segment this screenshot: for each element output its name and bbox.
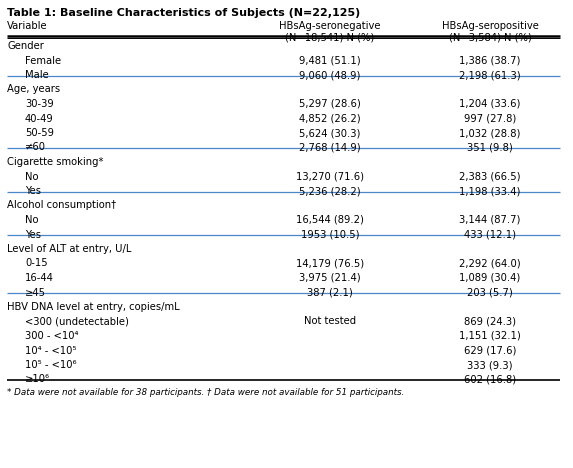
Text: 203 (5.7): 203 (5.7) xyxy=(467,287,513,298)
Text: 602 (16.8): 602 (16.8) xyxy=(464,374,516,385)
Text: 300 - <10⁴: 300 - <10⁴ xyxy=(25,331,79,341)
Text: 40-49: 40-49 xyxy=(25,114,54,124)
Text: HBsAg-seropositive: HBsAg-seropositive xyxy=(442,21,539,31)
Text: Yes: Yes xyxy=(25,186,41,196)
Text: 9,481 (51.1): 9,481 (51.1) xyxy=(299,56,361,66)
Text: 10⁴ - <10⁵: 10⁴ - <10⁵ xyxy=(25,345,77,356)
Text: HBV DNA level at entry, copies/mL: HBV DNA level at entry, copies/mL xyxy=(7,302,179,312)
Text: No: No xyxy=(25,171,38,182)
Text: 5,297 (28.6): 5,297 (28.6) xyxy=(299,99,361,109)
Text: 869 (24.3): 869 (24.3) xyxy=(464,316,516,327)
Text: 10⁵ - <10⁶: 10⁵ - <10⁶ xyxy=(25,360,77,370)
Text: Male: Male xyxy=(25,70,49,80)
Text: 433 (12.1): 433 (12.1) xyxy=(464,229,516,240)
Text: (N=18,541) N (%): (N=18,541) N (%) xyxy=(285,32,375,42)
Text: Variable: Variable xyxy=(7,21,48,31)
Text: 0-15: 0-15 xyxy=(25,258,48,269)
Text: 50-59: 50-59 xyxy=(25,128,54,138)
Text: 5,624 (30.3): 5,624 (30.3) xyxy=(299,128,360,138)
Text: 1,151 (32.1): 1,151 (32.1) xyxy=(459,331,521,341)
Text: 2,198 (61.3): 2,198 (61.3) xyxy=(459,70,521,80)
Text: HBsAg-seronegative: HBsAg-seronegative xyxy=(279,21,380,31)
Text: ≥10⁶: ≥10⁶ xyxy=(25,374,50,385)
Text: 1,032 (28.8): 1,032 (28.8) xyxy=(460,128,521,138)
Text: 3,144 (87.7): 3,144 (87.7) xyxy=(460,215,521,225)
Text: 14,179 (76.5): 14,179 (76.5) xyxy=(296,258,364,269)
Text: Female: Female xyxy=(25,56,61,66)
Text: 5,236 (28.2): 5,236 (28.2) xyxy=(299,186,361,196)
Text: 387 (2.1): 387 (2.1) xyxy=(307,287,353,298)
Text: 1,089 (30.4): 1,089 (30.4) xyxy=(460,273,521,283)
Text: Level of ALT at entry, U/L: Level of ALT at entry, U/L xyxy=(7,244,131,254)
Text: ≥45: ≥45 xyxy=(25,287,46,298)
Text: 997 (27.8): 997 (27.8) xyxy=(464,114,516,124)
Text: Alcohol consumption†: Alcohol consumption† xyxy=(7,200,116,211)
Text: Not tested: Not tested xyxy=(304,316,356,327)
Text: 1953 (10.5): 1953 (10.5) xyxy=(301,229,359,240)
Text: Gender: Gender xyxy=(7,41,44,51)
Text: 1,198 (33.4): 1,198 (33.4) xyxy=(460,186,521,196)
Text: No: No xyxy=(25,215,38,225)
Text: Cigarette smoking*: Cigarette smoking* xyxy=(7,157,104,167)
Text: 1,386 (38.7): 1,386 (38.7) xyxy=(460,56,521,66)
Text: ≠60: ≠60 xyxy=(25,142,46,153)
Text: 13,270 (71.6): 13,270 (71.6) xyxy=(296,171,364,182)
Text: 4,852 (26.2): 4,852 (26.2) xyxy=(299,114,361,124)
Text: Age, years: Age, years xyxy=(7,85,60,95)
Text: 2,383 (66.5): 2,383 (66.5) xyxy=(459,171,521,182)
Text: 1,204 (33.6): 1,204 (33.6) xyxy=(460,99,521,109)
Text: <300 (undetectable): <300 (undetectable) xyxy=(25,316,129,327)
Text: 9,060 (48.9): 9,060 (48.9) xyxy=(299,70,360,80)
Text: 629 (17.6): 629 (17.6) xyxy=(464,345,516,356)
Text: Yes: Yes xyxy=(25,229,41,240)
Text: 2,768 (14.9): 2,768 (14.9) xyxy=(299,142,361,153)
Text: (N=3,584) N (%): (N=3,584) N (%) xyxy=(449,32,531,42)
Text: 351 (9.8): 351 (9.8) xyxy=(467,142,513,153)
Text: 30-39: 30-39 xyxy=(25,99,54,109)
Text: 16,544 (89.2): 16,544 (89.2) xyxy=(296,215,364,225)
Text: Table 1: Baseline Characteristics of Subjects (N=22,125): Table 1: Baseline Characteristics of Sub… xyxy=(7,8,360,18)
Text: 3,975 (21.4): 3,975 (21.4) xyxy=(299,273,361,283)
Text: 2,292 (64.0): 2,292 (64.0) xyxy=(459,258,521,269)
Text: 16-44: 16-44 xyxy=(25,273,54,283)
Text: * Data were not available for 38 participants. † Data were not available for 51 : * Data were not available for 38 partici… xyxy=(7,388,404,397)
Text: 333 (9.3): 333 (9.3) xyxy=(467,360,513,370)
